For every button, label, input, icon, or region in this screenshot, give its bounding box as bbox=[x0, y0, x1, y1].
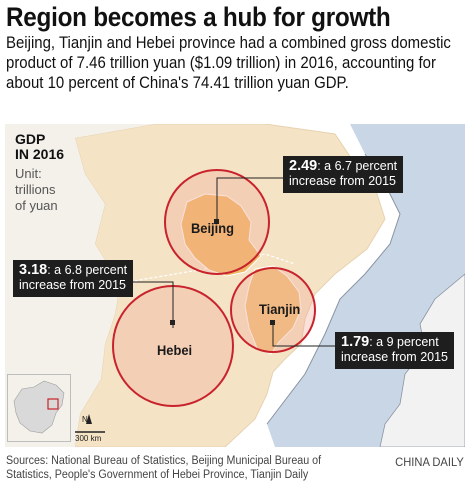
beijing-area bbox=[180, 193, 262, 277]
tianjin-gdp: 1.79 bbox=[341, 334, 370, 350]
hebei-leader bbox=[123, 281, 174, 328]
beijing-callout: 2.49: a 6.7 percent increase from 2015 bbox=[283, 156, 404, 193]
tianjin-callout: 1.79: a 9 percent increase from 2015 bbox=[335, 332, 455, 369]
north-arrow-icon bbox=[86, 414, 92, 424]
beijing-label: Beijing bbox=[191, 220, 234, 236]
headline: Region becomes a hub for growth bbox=[6, 2, 391, 32]
beijing-point bbox=[214, 219, 219, 224]
beijing-leader bbox=[216, 177, 285, 222]
coastline bbox=[266, 153, 401, 425]
hebei-label: Hebei bbox=[157, 342, 193, 358]
dek-text: Beijing, Tianjin and Hebei province had … bbox=[6, 33, 451, 92]
legend-unit: Unit: trillions of yuan bbox=[15, 166, 58, 213]
hebei-point bbox=[170, 320, 175, 325]
tianjin-point bbox=[270, 320, 275, 325]
hebei-gdp: 3.18 bbox=[19, 262, 48, 278]
tianjin-leader bbox=[272, 324, 335, 347]
beijing-gdp: 2.49 bbox=[289, 158, 318, 174]
north-label: N bbox=[82, 415, 88, 424]
tianjin-area bbox=[244, 265, 302, 355]
china-inset-map bbox=[7, 374, 71, 442]
scale-label: 300 km bbox=[75, 434, 102, 443]
map: GDP IN 2016 Unit: trillions of yuan Beij… bbox=[5, 124, 465, 447]
tianjin-circle bbox=[230, 267, 316, 353]
province-border bbox=[119, 253, 296, 285]
tianjin-label: Tianjin bbox=[259, 301, 301, 317]
credit-text: CHINA DAILY bbox=[395, 455, 464, 469]
map-graphic bbox=[5, 124, 465, 447]
legend-title: GDP IN 2016 bbox=[15, 131, 65, 162]
hebei-callout: 3.18: a 6.8 percent increase from 2015 bbox=[13, 260, 134, 297]
china-inset-graphic bbox=[13, 380, 65, 434]
sources-text: Sources: National Bureau of Statistics, … bbox=[6, 455, 322, 481]
